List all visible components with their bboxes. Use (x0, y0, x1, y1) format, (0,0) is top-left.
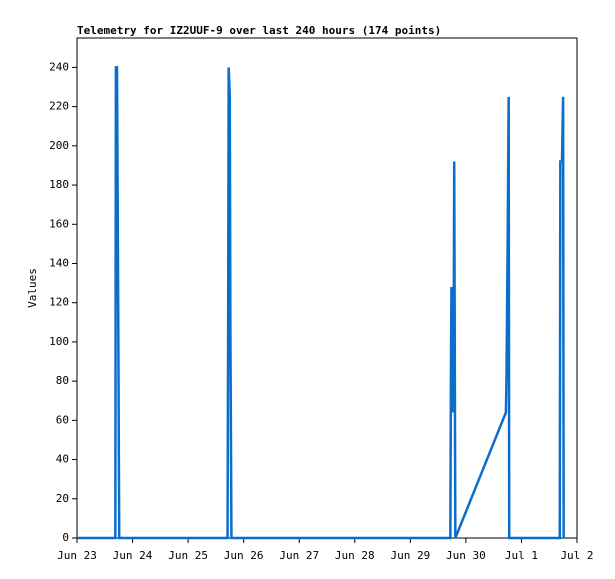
y-tick-label: 0 (62, 531, 69, 544)
y-tick-label: 160 (49, 217, 69, 230)
y-tick-label: 140 (49, 256, 69, 269)
x-tick-label: Jul 2 (560, 549, 593, 562)
y-tick-label: 180 (49, 178, 69, 191)
y-tick-label: 200 (49, 139, 69, 152)
y-tick-label: 120 (49, 296, 69, 309)
x-tick-label: Jul 1 (505, 549, 538, 562)
y-tick-label: 60 (56, 413, 69, 426)
y-tick-label: 240 (49, 60, 69, 73)
y-tick-label: 100 (49, 335, 69, 348)
x-tick-label: Jun 27 (279, 549, 319, 562)
y-tick-label: 220 (49, 100, 69, 113)
chart-title: Telemetry for IZ2UUF-9 over last 240 hou… (77, 24, 441, 37)
y-tick-label: 20 (56, 492, 69, 505)
x-tick-label: Jun 28 (335, 549, 375, 562)
x-tick-label: Jun 29 (390, 549, 430, 562)
x-tick-label: Jun 26 (224, 549, 264, 562)
y-axis-label: Values (26, 268, 39, 308)
plot-frame (76, 37, 578, 539)
y-tick-label: 80 (56, 374, 69, 387)
x-tick-label: Jun 24 (113, 549, 153, 562)
x-tick-label: Jun 30 (446, 549, 486, 562)
data-line (77, 66, 565, 540)
x-tick-label: Jun 23 (57, 549, 97, 562)
y-tick-label: 40 (56, 453, 69, 466)
x-tick-label: Jun 25 (168, 549, 208, 562)
